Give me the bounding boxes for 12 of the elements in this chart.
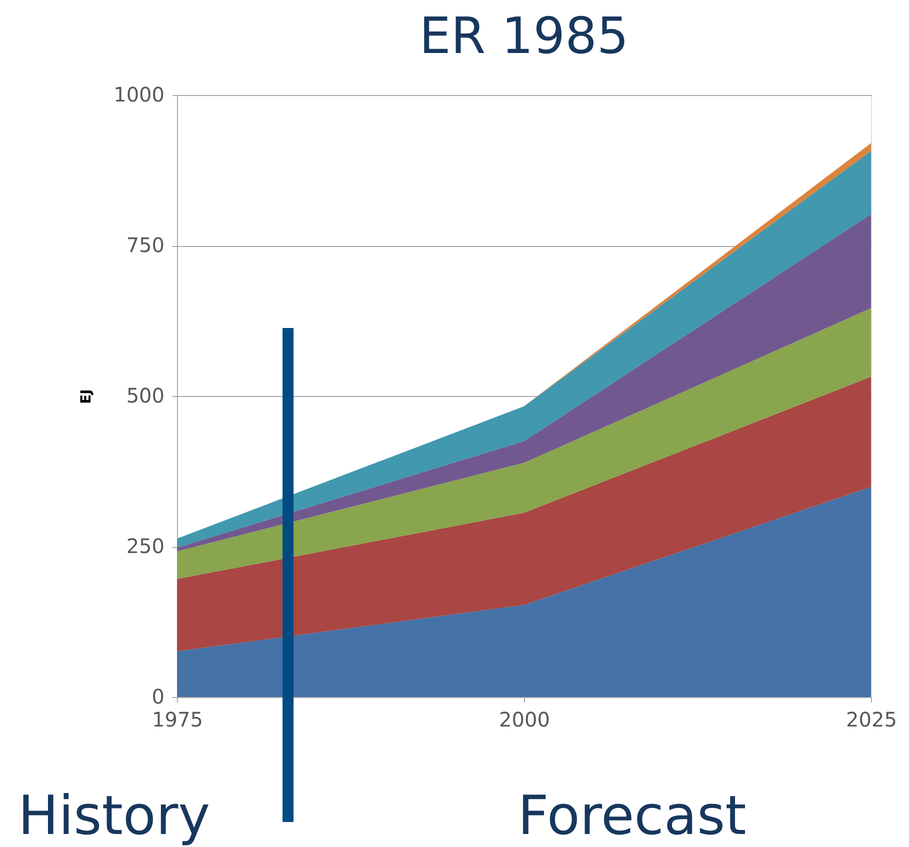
y-tick-label: 0 [152,684,164,708]
y-tick-label: 500 [126,384,164,408]
x-tick-label: 2025 [846,708,897,732]
y-axis-title: EJ [78,389,95,404]
x-tick-label: 2000 [499,708,550,732]
y-tick-label: 250 [126,534,164,558]
text: Forecast [518,784,746,847]
text: History [18,784,210,847]
chart-title: ER 1985 [419,7,629,65]
y-tick-label: 750 [126,233,164,257]
x-tick-label: 1975 [152,708,203,732]
y-tick-label: 1000 [114,82,164,106]
